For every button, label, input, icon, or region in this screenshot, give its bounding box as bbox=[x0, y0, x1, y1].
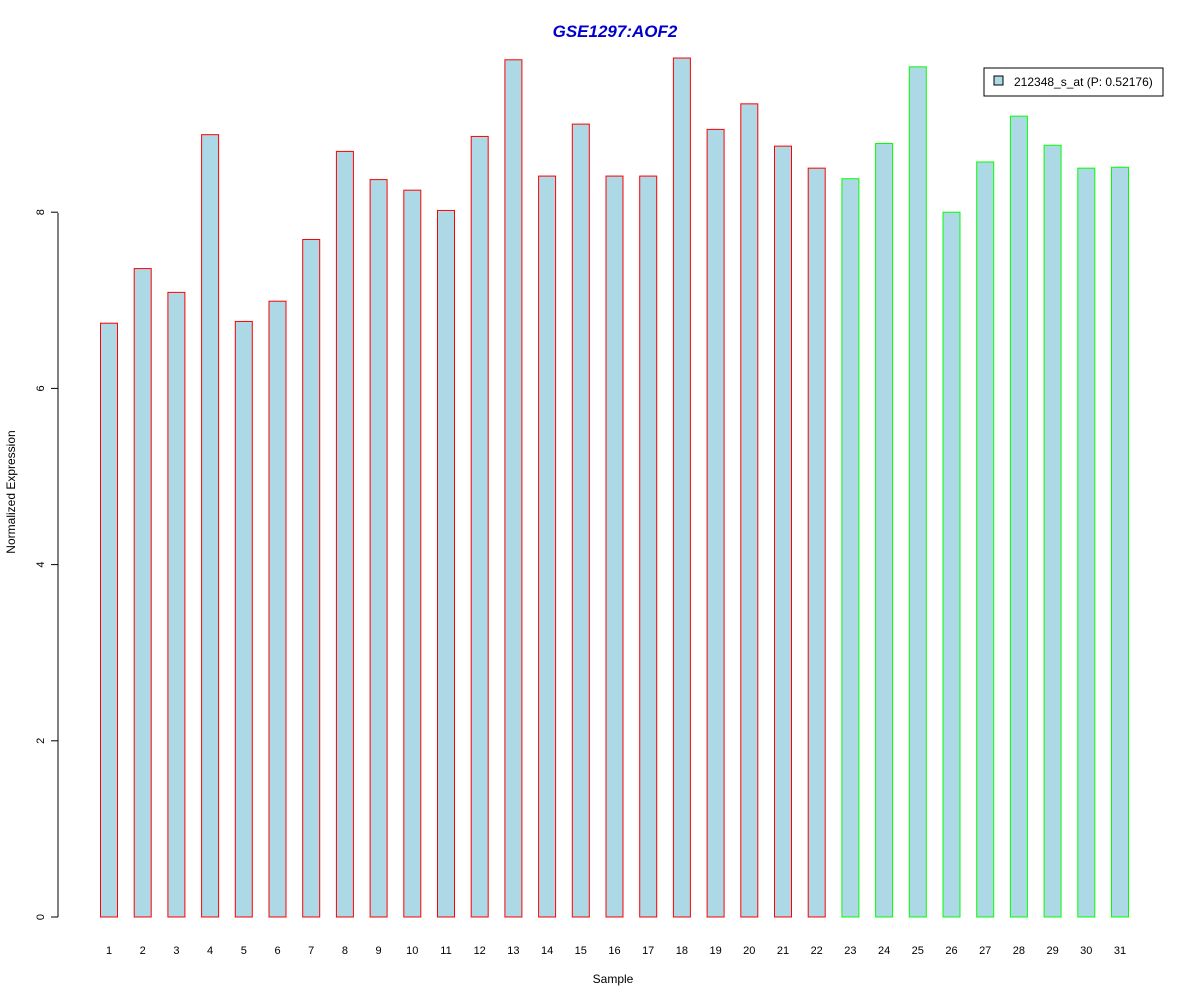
bar-sample-23 bbox=[841, 178, 860, 918]
legend: 212348_s_at (P: 0.52176) bbox=[983, 67, 1164, 97]
x-tick-label: 10 bbox=[406, 945, 418, 957]
x-tick-label: 9 bbox=[376, 945, 382, 957]
legend-box bbox=[983, 67, 1164, 97]
y-tick-label: 8 bbox=[35, 209, 47, 215]
bar-sample-3 bbox=[167, 291, 186, 918]
y-tick-label: 0 bbox=[35, 914, 47, 920]
x-tick-label: 7 bbox=[308, 945, 314, 957]
bar-sample-21 bbox=[774, 145, 792, 918]
bar-sample-20 bbox=[740, 103, 759, 918]
x-tick-label: 29 bbox=[1046, 945, 1058, 957]
bar-sample-24 bbox=[875, 142, 894, 918]
bars-group bbox=[100, 57, 1129, 918]
x-tick-label: 26 bbox=[945, 945, 957, 957]
bar-sample-13 bbox=[504, 59, 523, 918]
x-tick-label: 11 bbox=[440, 945, 451, 957]
x-tick-label: 1 bbox=[106, 945, 112, 957]
x-tick-label: 30 bbox=[1080, 945, 1092, 957]
x-tick-label: 4 bbox=[207, 945, 213, 957]
bar-sample-4 bbox=[201, 134, 220, 918]
x-tick-label: 25 bbox=[912, 945, 924, 957]
y-axis-ticks: 0 2 4 6 8 bbox=[35, 209, 58, 920]
x-tick-label: 23 bbox=[844, 945, 856, 957]
x-tick-label: 3 bbox=[173, 945, 179, 957]
y-tick-label: 6 bbox=[35, 385, 47, 391]
x-tick-label: 22 bbox=[811, 945, 823, 957]
bar-sample-28 bbox=[1009, 115, 1028, 918]
x-tick-label: 14 bbox=[541, 945, 553, 957]
bar-sample-30 bbox=[1077, 167, 1096, 918]
bar-sample-1 bbox=[100, 322, 118, 918]
legend-label: 212348_s_at (P: 0.52176) bbox=[1014, 75, 1153, 89]
bar-sample-10 bbox=[403, 189, 422, 918]
x-tick-label: 20 bbox=[743, 945, 755, 957]
bar-sample-6 bbox=[268, 300, 287, 918]
bar-sample-29 bbox=[1043, 144, 1062, 918]
bar-sample-8 bbox=[335, 150, 354, 918]
x-tick-label: 5 bbox=[241, 945, 247, 957]
bar-sample-2 bbox=[133, 268, 152, 918]
x-tick-label: 27 bbox=[979, 945, 991, 957]
x-tick-label: 6 bbox=[274, 945, 280, 957]
x-tick-label: 21 bbox=[777, 945, 789, 957]
x-tick-label: 13 bbox=[507, 945, 519, 957]
bar-sample-19 bbox=[706, 128, 725, 918]
bar-sample-5 bbox=[234, 320, 253, 918]
bar-sample-12 bbox=[470, 135, 489, 918]
bar-sample-16 bbox=[605, 175, 624, 918]
x-tick-label: 2 bbox=[140, 945, 146, 957]
bar-sample-22 bbox=[807, 167, 826, 918]
x-tick-label: 31 bbox=[1114, 945, 1126, 957]
x-tick-label: 24 bbox=[878, 945, 890, 957]
y-tick-label: 2 bbox=[35, 738, 47, 744]
x-tick-label: 15 bbox=[575, 945, 587, 957]
x-tick-label: 17 bbox=[642, 945, 654, 957]
bar-sample-7 bbox=[302, 239, 321, 918]
x-tick-label: 8 bbox=[342, 945, 348, 957]
chart-title: GSE1297:AOF2 bbox=[553, 22, 678, 41]
x-tick-label: 19 bbox=[709, 945, 721, 957]
bar-sample-31 bbox=[1111, 166, 1129, 918]
x-tick-label: 28 bbox=[1013, 945, 1025, 957]
legend-swatch bbox=[993, 75, 1004, 86]
bar-sample-25 bbox=[908, 66, 927, 918]
bar-sample-27 bbox=[976, 161, 995, 918]
bar-sample-14 bbox=[538, 175, 557, 918]
x-tick-label: 18 bbox=[676, 945, 688, 957]
bar-sample-15 bbox=[571, 123, 590, 918]
y-tick-label: 4 bbox=[35, 562, 47, 568]
x-tick-label: 16 bbox=[608, 945, 620, 957]
x-axis-tick-labels: 1 2 3 4 5 6 7 8 9 10 11 12 13 14 15 16 17 18 19 20 21 22 23 24 2… bbox=[106, 945, 1126, 957]
x-axis-label: Sample bbox=[593, 972, 634, 986]
y-axis-label: Normalized Expression bbox=[4, 430, 18, 553]
x-tick-label: 12 bbox=[474, 945, 486, 957]
bar-sample-17 bbox=[639, 175, 658, 918]
bar-sample-26 bbox=[942, 211, 961, 918]
bar-sample-9 bbox=[369, 179, 388, 918]
bar-sample-18 bbox=[672, 57, 691, 918]
bar-sample-11 bbox=[437, 209, 455, 918]
